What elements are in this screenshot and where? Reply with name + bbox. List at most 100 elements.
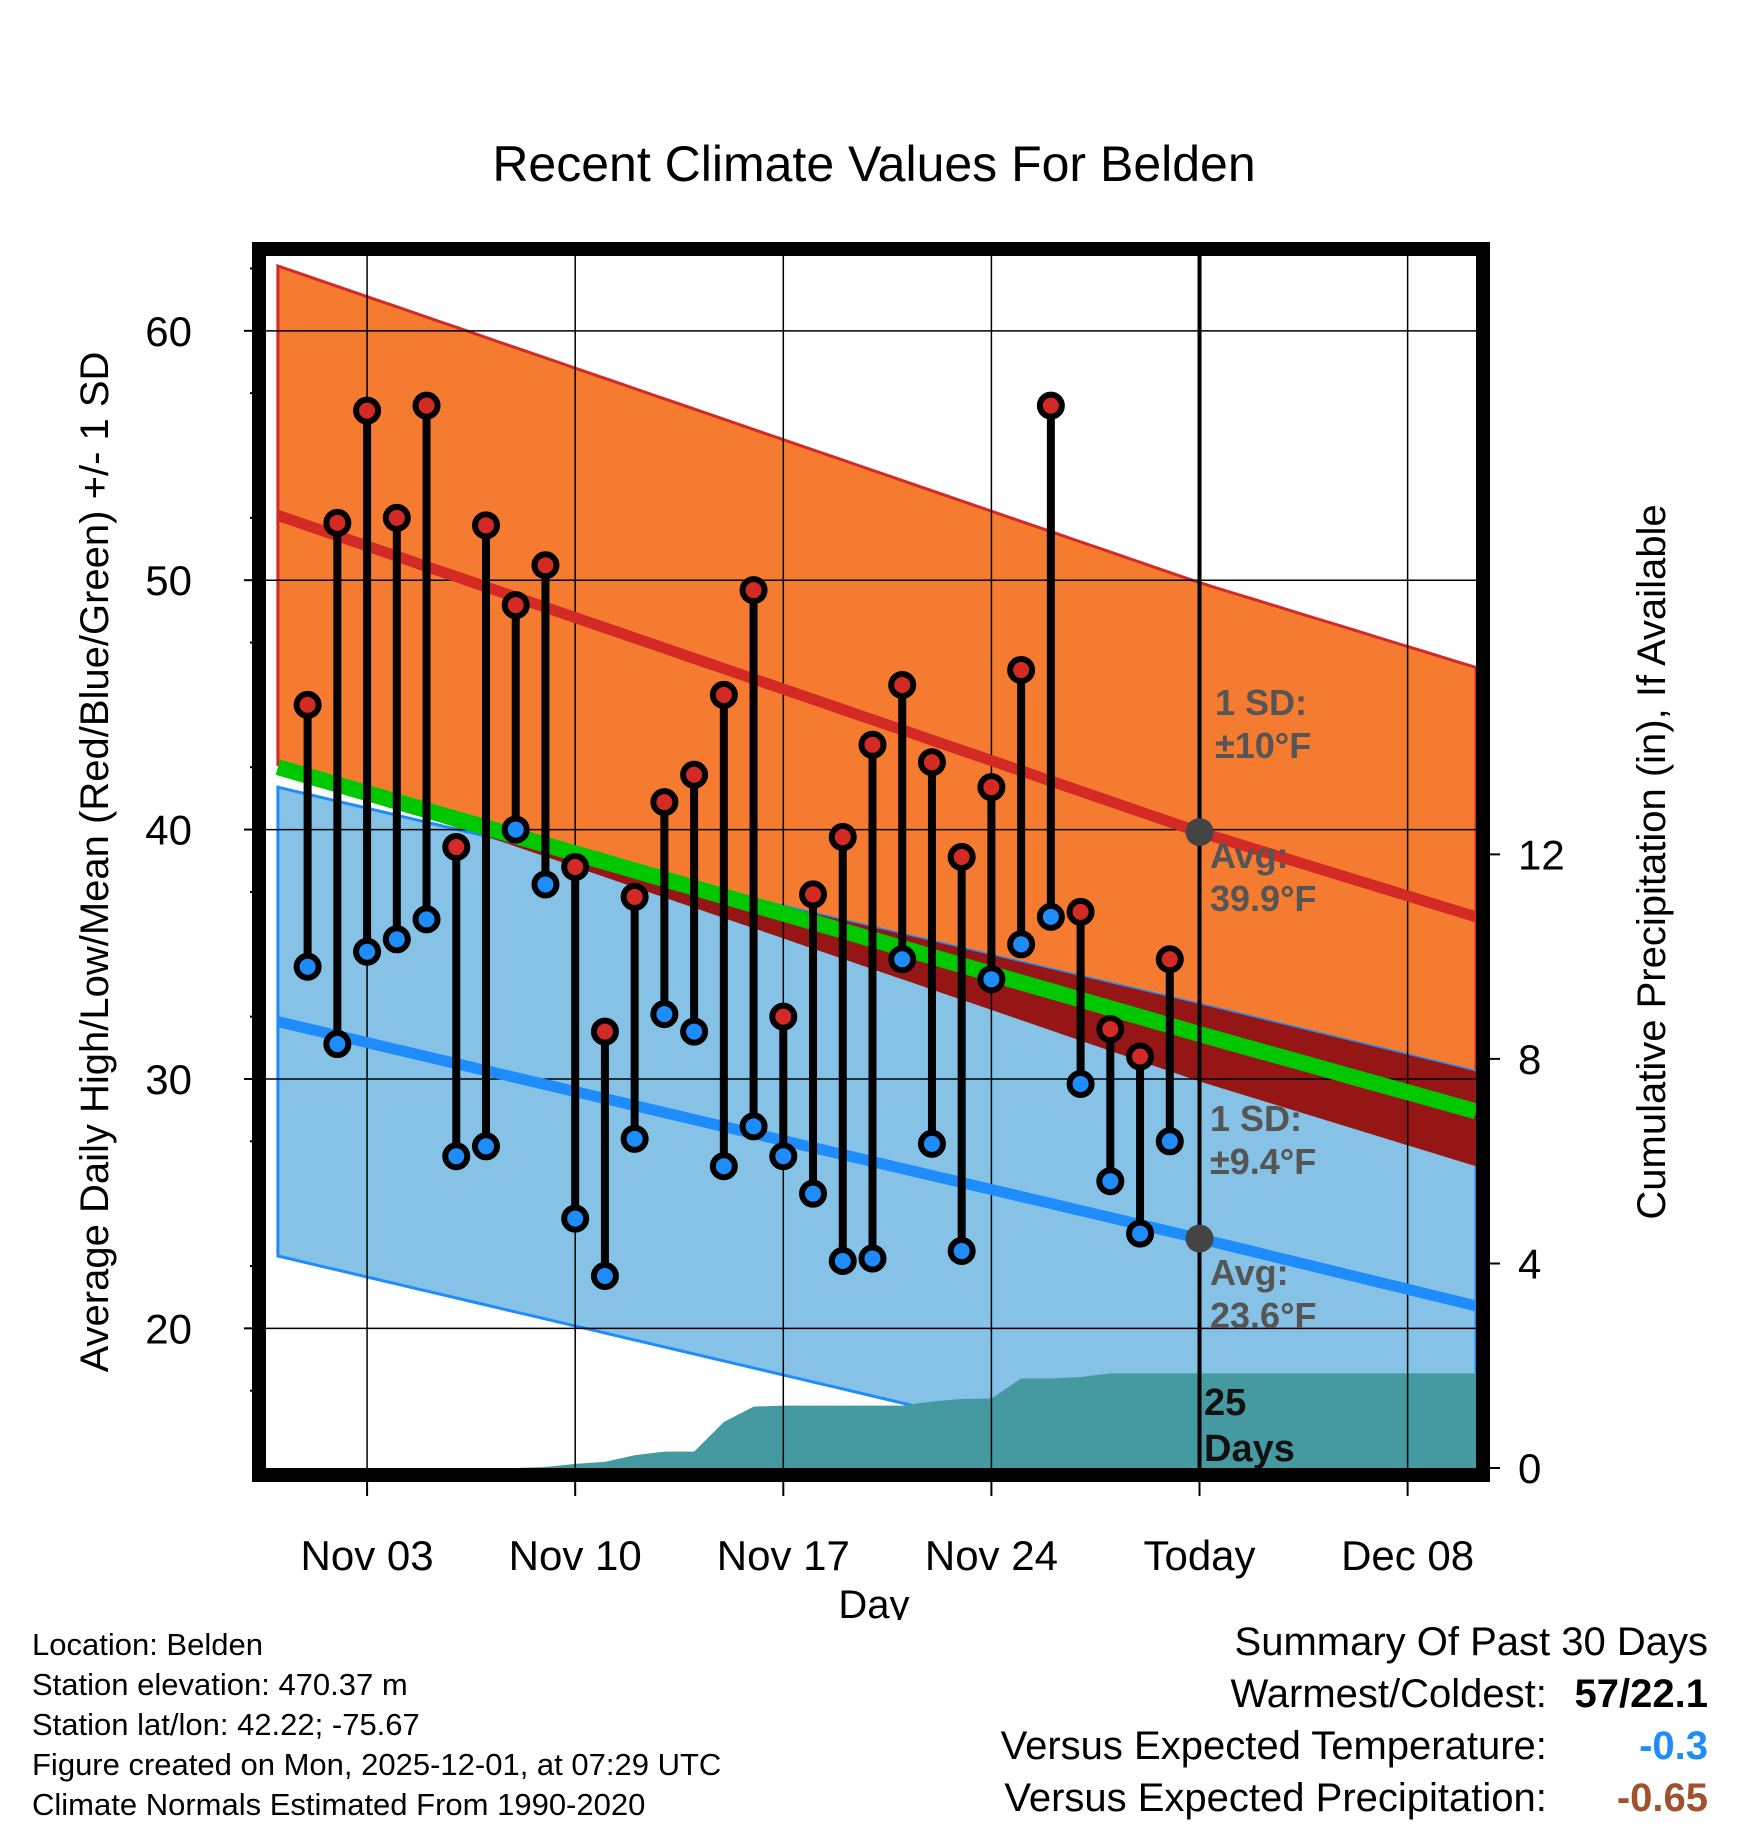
y-tick-label: 60 — [145, 308, 192, 355]
high-marker — [1066, 897, 1095, 926]
x-tick-label: Today — [1143, 1532, 1255, 1579]
days-count-label: 25 — [1204, 1382, 1246, 1424]
created-line: Figure created on Mon, 2025-12-01, at 07… — [32, 1747, 722, 1782]
x-tick-label: Nov 17 — [717, 1532, 850, 1579]
y-axis-label: Average Daily High/Low/Mean (Red/Blue/Gr… — [73, 352, 117, 1373]
high-marker — [977, 773, 1006, 802]
low-avg-value: 23.6°F — [1210, 1295, 1316, 1336]
high-marker — [680, 760, 709, 789]
summary-row-warmest: Warmest/Coldest: 57/22.1 — [1001, 1668, 1709, 1720]
climate-chart: Recent Climate Values For Belden 1 SD: ±… — [73, 136, 1674, 1620]
y-tick-label: 50 — [145, 557, 192, 604]
high-marker — [590, 1017, 619, 1046]
summary-label: Warmest/Coldest: — [1230, 1672, 1547, 1716]
high-marker — [531, 551, 560, 580]
low-marker — [293, 952, 322, 981]
latlon-line: Station lat/lon: 42.22; -75.67 — [32, 1707, 420, 1742]
low-marker — [769, 1142, 798, 1171]
precip-area — [277, 1373, 1476, 1468]
low-marker — [977, 965, 1006, 994]
x-tick-label: Nov 03 — [301, 1532, 434, 1579]
low-normal-line — [276, 1016, 1476, 1312]
low-marker — [1096, 1167, 1125, 1196]
high-avg-value: 39.9°F — [1210, 878, 1316, 919]
summary-value: 57/22.1 — [1574, 1672, 1708, 1716]
days-unit-label: Days — [1204, 1428, 1295, 1470]
y2-tick-label: 12 — [1518, 831, 1565, 878]
high-marker — [650, 788, 679, 817]
low-marker — [739, 1112, 768, 1141]
low-marker — [858, 1244, 887, 1273]
low-marker — [1007, 930, 1036, 959]
observed-values — [293, 391, 1184, 1290]
y-tick-label: 20 — [145, 1305, 192, 1352]
high-marker — [739, 576, 768, 605]
low-marker — [501, 815, 530, 844]
low-marker — [323, 1030, 352, 1059]
low-sd-label: 1 SD: — [1210, 1098, 1302, 1139]
location-line: Location: Belden — [32, 1627, 263, 1662]
high-marker — [620, 882, 649, 911]
normal-lines — [275, 256, 1476, 1468]
high-avg-label: Avg: — [1210, 835, 1289, 876]
low-marker — [1036, 902, 1065, 931]
y2-axis-label: Cumulative Precipitation (in), If Availa… — [1630, 504, 1674, 1219]
low-marker — [680, 1017, 709, 1046]
high-marker — [828, 823, 857, 852]
y-tick-label: 30 — [145, 1056, 192, 1103]
low-marker — [709, 1152, 738, 1181]
y2-tick-label: 4 — [1518, 1240, 1541, 1287]
low-marker — [590, 1261, 619, 1290]
summary-label: Versus Expected Precipitation: — [1004, 1776, 1547, 1820]
y-tick-label: 40 — [145, 807, 192, 854]
summary-row-precipitation: Versus Expected Precipitation: -0.65 — [1001, 1772, 1708, 1824]
high-marker — [382, 503, 411, 532]
low-marker — [531, 870, 560, 899]
x-axis-label: Day — [838, 1583, 909, 1620]
low-marker — [799, 1179, 828, 1208]
summary-title: Summary Of Past 30 Days — [1234, 1620, 1708, 1664]
plot-frame — [252, 242, 1490, 1482]
low-marker — [1155, 1127, 1184, 1156]
high-marker — [353, 396, 382, 425]
mean-normal-line — [275, 759, 1476, 1120]
low-marker — [1126, 1219, 1155, 1248]
annotations: 1 SD: ±10°F Avg: 39.9°F 1 SD: ±9.4°F Avg… — [1204, 682, 1316, 1470]
normals-line: Climate Normals Estimated From 1990-2020 — [32, 1787, 646, 1822]
high-marker — [1155, 945, 1184, 974]
high-marker — [917, 748, 946, 777]
high-marker — [1126, 1042, 1155, 1071]
high-marker — [442, 833, 471, 862]
low-marker — [353, 937, 382, 966]
high-marker — [799, 880, 828, 909]
low-marker — [412, 905, 441, 934]
high-marker — [501, 591, 530, 620]
summary-value: -0.3 — [1639, 1724, 1708, 1768]
low-marker — [650, 1000, 679, 1029]
summary-value: -0.65 — [1616, 1776, 1708, 1820]
axes: 20 30 40 50 60 0 4 8 12 Nov 03 Nov 10 Nov 17 Nov 24 T… — [145, 267, 1565, 1579]
high-marker — [947, 843, 976, 872]
high-marker — [1036, 391, 1065, 420]
low-marker — [888, 945, 917, 974]
high-marker — [1007, 655, 1036, 684]
high-marker — [858, 730, 887, 759]
summary-label: Versus Expected Temperature: — [1000, 1724, 1547, 1768]
low-marker — [947, 1237, 976, 1266]
x-tick-label: Nov 10 — [509, 1532, 642, 1579]
chart-title: Recent Climate Values For Belden — [492, 136, 1255, 192]
low-marker — [828, 1247, 857, 1276]
plot-area — [266, 256, 1476, 1468]
low-marker — [1066, 1069, 1095, 1098]
high-marker — [888, 670, 917, 699]
high-marker — [293, 690, 322, 719]
elevation-line: Station elevation: 470.37 m — [32, 1667, 408, 1702]
y2-tick-label: 8 — [1518, 1036, 1541, 1083]
low-avg-label: Avg: — [1210, 1252, 1289, 1293]
high-marker — [472, 511, 500, 540]
summary-row-temperature: Versus Expected Temperature: -0.3 — [1001, 1720, 1708, 1772]
x-tick-label: Nov 24 — [925, 1532, 1058, 1579]
low-marker — [382, 925, 411, 954]
station-info: Location: Belden Station elevation: 470.… — [32, 1625, 721, 1825]
today-low-dot — [1185, 1224, 1214, 1253]
